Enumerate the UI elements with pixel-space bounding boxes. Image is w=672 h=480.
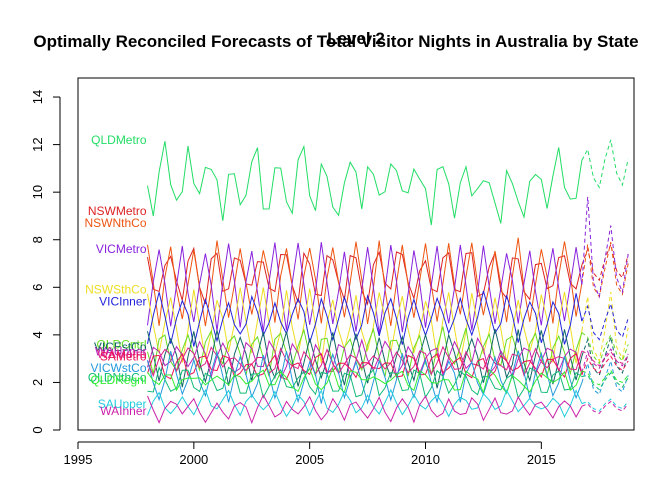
series-label: NSWMetro [88,204,147,218]
series-label: WAMetro [97,347,147,361]
series-line-wainner [147,393,583,425]
forecast-line-wainner [581,400,629,415]
series-line-qldmetro [147,141,583,226]
series-line-qldcntrl [147,326,583,377]
forecast-line-vicwstco [581,359,629,396]
y-tick-label: 4 [30,331,45,338]
x-tick-label: 2005 [295,452,324,467]
series-line-saupper [147,388,583,418]
plot-area [147,139,629,425]
x-tick-label: 1995 [64,452,93,467]
series-label: QLDNthCo [88,371,147,385]
forecast-line-nswsthco [581,292,629,363]
forecast-line-sametro [581,355,629,376]
series-line-vicinner [147,290,583,347]
series-line-vicestco [147,328,583,389]
series-label: VICMetro [96,242,147,256]
series-label: QLDCntrl [96,337,146,351]
series-label: QLDRegnl [90,373,146,387]
series-line-qldnthco [147,366,583,400]
forecast-line-vicmetro [581,196,629,299]
chart-subtitle: Level 2 [327,29,385,48]
series-label: SAUpper [98,397,147,411]
series-line-vicmetro [147,242,583,335]
forecast-line-qldregnl [581,369,629,386]
series-label: VICWstCo [90,361,146,375]
series-label: VICInner [99,295,146,309]
series-label: WAInner [100,404,146,418]
forecast-line-qldcntrl [581,332,629,365]
series-label: WAUpper [95,345,147,359]
series-line-nswsthco [147,287,583,364]
y-tick-label: 14 [30,90,45,104]
x-tick-label: 2010 [411,452,440,467]
series-label: QLDMetro [91,133,147,147]
series-line-qldregnl [147,366,583,395]
plot-frame [77,77,635,431]
series-label: SAMetro [100,349,147,363]
series-line-waupper [147,337,583,380]
series-line-nswnthco [147,237,583,327]
x-tick-label: 2015 [527,452,556,467]
forecast-line-vicinner [581,302,629,341]
x-axis: 1995 2000 2005 2010 2015 [64,441,556,467]
y-tick-label: 10 [30,185,45,199]
chart-title: Optimally Reconciled Forecasts of Total … [33,32,638,51]
forecast-line-wametro [581,350,629,367]
series-label: NSWNthCo [84,216,146,230]
y-tick-label: 2 [30,379,45,386]
x-tick-label: 2000 [179,452,208,467]
forecast-line-nswnthco [581,241,629,299]
series-line-wametro [147,345,583,378]
y-tick-label: 12 [30,137,45,151]
series-line-nswmetro [147,246,583,306]
y-tick-label: 6 [30,284,45,291]
series-label: VICEstCo [94,340,147,354]
y-axis: 0 2 4 6 8 10 12 14 [30,90,61,434]
series-label: NSWSthCo [85,283,147,297]
y-tick-label: 8 [30,236,45,243]
forecast-line-qldmetro [581,139,629,189]
y-tick-label: 0 [30,426,45,433]
forecast-line-qldnthco [581,372,629,391]
forecast-line-saupper [581,398,629,412]
